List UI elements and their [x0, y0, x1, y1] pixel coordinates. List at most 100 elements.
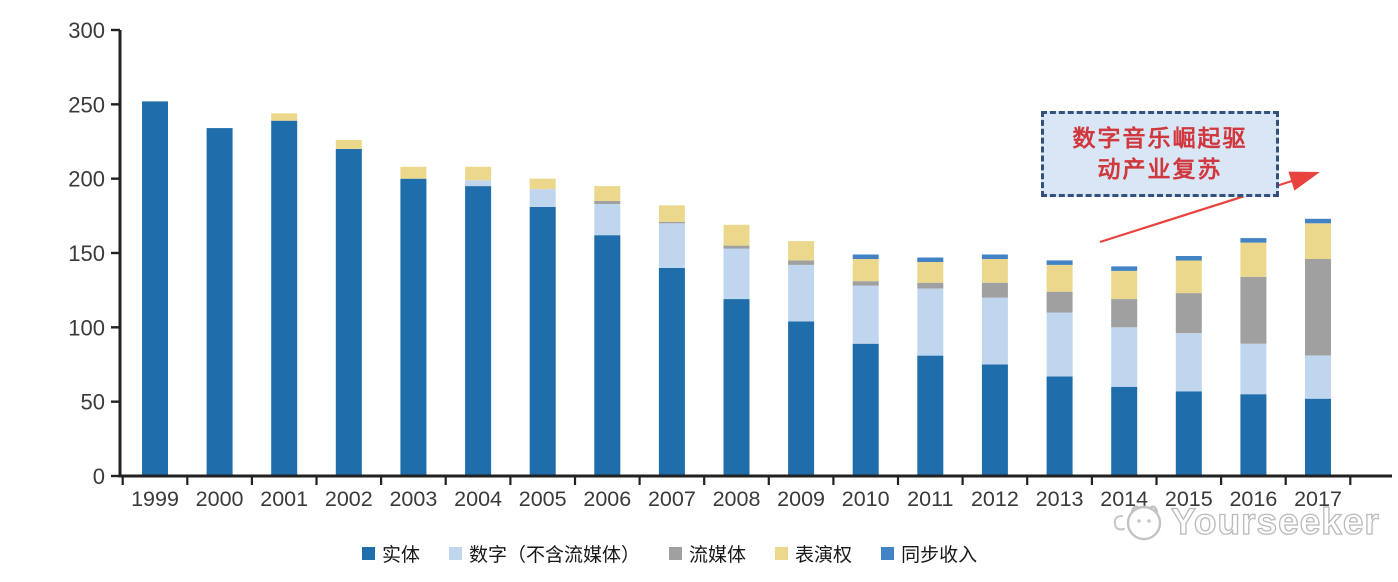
- annotation-line2: 动产业复苏: [1097, 156, 1223, 182]
- x-axis-label: 2012: [971, 487, 1019, 511]
- bar-segment: [981, 258, 1008, 283]
- bar-segment: [788, 241, 815, 261]
- bar-segment: [917, 288, 944, 356]
- y-axis-label: 100: [68, 315, 105, 340]
- bar-segment: [594, 235, 621, 476]
- bar-segment: [1111, 386, 1138, 476]
- x-axis-label: 2015: [1165, 487, 1213, 511]
- bar-segment: [981, 297, 1008, 365]
- bar-group: [658, 205, 685, 476]
- bar-segment: [1046, 312, 1073, 377]
- bar-group: [723, 224, 750, 476]
- bar-segment: [465, 166, 492, 181]
- bar-segment: [529, 178, 556, 190]
- bar-group: [271, 113, 298, 476]
- bar-group: [1046, 260, 1073, 476]
- bar-segment: [917, 261, 944, 283]
- x-axis-label: 2006: [583, 487, 631, 511]
- bar-segment: [981, 254, 1008, 259]
- bar-segment: [1175, 293, 1202, 334]
- bar-segment: [1305, 355, 1331, 399]
- bar-segment: [658, 221, 685, 224]
- x-axis-label: 2011: [907, 487, 953, 511]
- bar-group: [465, 166, 492, 476]
- x-axis-label: 2008: [713, 487, 761, 511]
- bar-group: [529, 178, 556, 476]
- bar-segment: [1175, 333, 1202, 392]
- bar-group: [1175, 256, 1202, 476]
- bar-segment: [852, 258, 879, 282]
- bar-segment: [1305, 218, 1331, 224]
- y-axis-label: 250: [68, 92, 105, 117]
- legend-swatch: [669, 546, 683, 560]
- y-axis-label: 300: [68, 18, 105, 43]
- bar-segment: [1046, 376, 1073, 476]
- bar-segment: [594, 203, 621, 236]
- bar-segment: [658, 267, 685, 476]
- annotation-box: 数字音乐崛起驱 动产业复苏: [1041, 111, 1279, 197]
- bar-segment: [1305, 258, 1331, 356]
- bar-group: [206, 128, 233, 476]
- bar-segment: [529, 189, 556, 207]
- bar-segment: [1305, 398, 1331, 476]
- bar-segment: [1111, 266, 1138, 271]
- bar-segment: [1046, 264, 1073, 292]
- bar-segment: [917, 355, 944, 476]
- bar-group: [142, 101, 168, 477]
- bar-segment: [335, 140, 362, 149]
- bar-segment: [1240, 343, 1267, 395]
- legend-swatch: [775, 546, 789, 560]
- bar-group: [981, 254, 1008, 476]
- x-axis-label: 2001: [260, 487, 308, 511]
- bar-segment: [594, 186, 621, 201]
- yourseeker-logo-icon: [1113, 505, 1162, 541]
- bar-segment: [529, 206, 556, 476]
- x-axis-label: 2004: [454, 487, 502, 511]
- x-axis-label: 2010: [842, 487, 890, 511]
- annotation-line1: 数字音乐崛起驱: [1072, 125, 1248, 151]
- legend-swatch: [881, 546, 895, 560]
- bar-group: [788, 241, 815, 476]
- bar-group: [594, 186, 621, 476]
- bar-segment: [1111, 270, 1138, 299]
- yourseeker-watermark: Yourseeker: [1108, 498, 1380, 546]
- bar-segment: [1175, 256, 1202, 261]
- bar-segment: [1046, 260, 1073, 265]
- legend-item: 表演权: [775, 540, 852, 567]
- legend-swatch: [449, 546, 463, 560]
- x-axis-label: 2007: [648, 487, 696, 511]
- bar-segment: [1240, 242, 1267, 277]
- bar-segment: [788, 321, 815, 476]
- bar-segment: [1111, 327, 1138, 387]
- y-axis-label: 0: [93, 464, 105, 489]
- x-axis-label: 2003: [389, 487, 437, 511]
- x-axis-label: 2002: [325, 487, 373, 511]
- y-axis-label: 200: [68, 167, 105, 192]
- legend-item: 同步收入: [881, 540, 977, 567]
- x-axis-label: 2005: [519, 487, 567, 511]
- x-axis-label: 2013: [1036, 487, 1084, 511]
- bar-segment: [1111, 299, 1138, 328]
- bar-segment: [788, 264, 815, 322]
- bar-group: [1111, 266, 1138, 476]
- bar-group: [917, 257, 944, 476]
- y-axis-label: 50: [81, 390, 105, 415]
- bar-segment: [723, 245, 750, 249]
- bar-group: [852, 254, 879, 476]
- bar-segment: [1175, 260, 1202, 294]
- bar-segment: [465, 180, 492, 187]
- legend-label: 表演权: [795, 544, 853, 566]
- legend-swatch: [362, 546, 375, 560]
- bar-segment: [1240, 238, 1267, 243]
- legend-label: 数字（不含流媒体）: [469, 544, 641, 566]
- bar-segment: [1046, 291, 1073, 313]
- bar-segment: [852, 343, 879, 476]
- bar-segment: [1175, 391, 1202, 476]
- x-axis-label: 1999: [131, 487, 179, 511]
- bar-group: [400, 166, 427, 476]
- legend-label: 流媒体: [689, 544, 747, 566]
- bar-segment: [206, 128, 233, 476]
- bar-segment: [658, 223, 685, 268]
- x-axis-label: 2000: [196, 487, 244, 511]
